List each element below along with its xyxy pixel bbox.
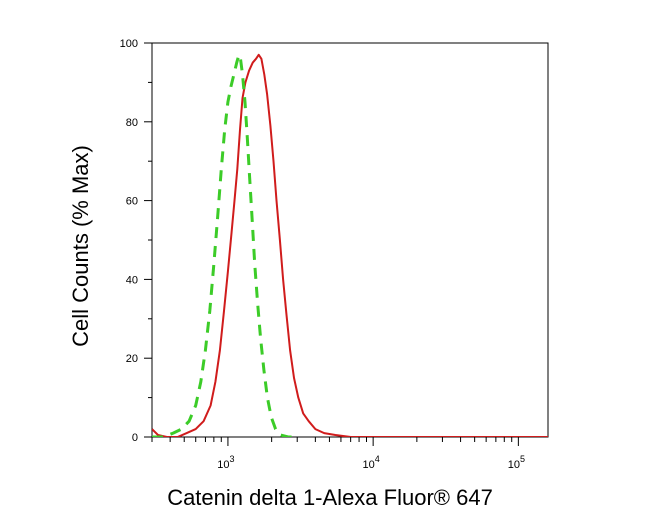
y-axis: 0 20 40 60 80 100 bbox=[120, 38, 152, 444]
y-tick-label: 80 bbox=[126, 117, 138, 129]
series-line-1 bbox=[152, 53, 548, 437]
y-tick-label: 0 bbox=[132, 432, 138, 444]
y-axis-title: Cell Counts (% Max) bbox=[68, 145, 93, 347]
y-tick-label: 20 bbox=[126, 353, 138, 365]
x-tick-label: 104 bbox=[363, 454, 380, 471]
y-tick-label: 40 bbox=[126, 274, 138, 286]
series-layer bbox=[152, 53, 548, 437]
series-line-2 bbox=[152, 53, 298, 437]
x-axis-title: Catenin delta 1-Alexa Fluor® 647 bbox=[167, 485, 493, 510]
x-tick-label: 103 bbox=[217, 454, 234, 471]
x-tick-label: 105 bbox=[508, 454, 525, 471]
plot-border bbox=[151, 42, 549, 438]
x-axis: 103 104 105 bbox=[151, 437, 525, 471]
y-tick-label: 60 bbox=[126, 196, 138, 208]
y-tick-label: 100 bbox=[120, 38, 138, 50]
plot-frame bbox=[151, 42, 549, 438]
